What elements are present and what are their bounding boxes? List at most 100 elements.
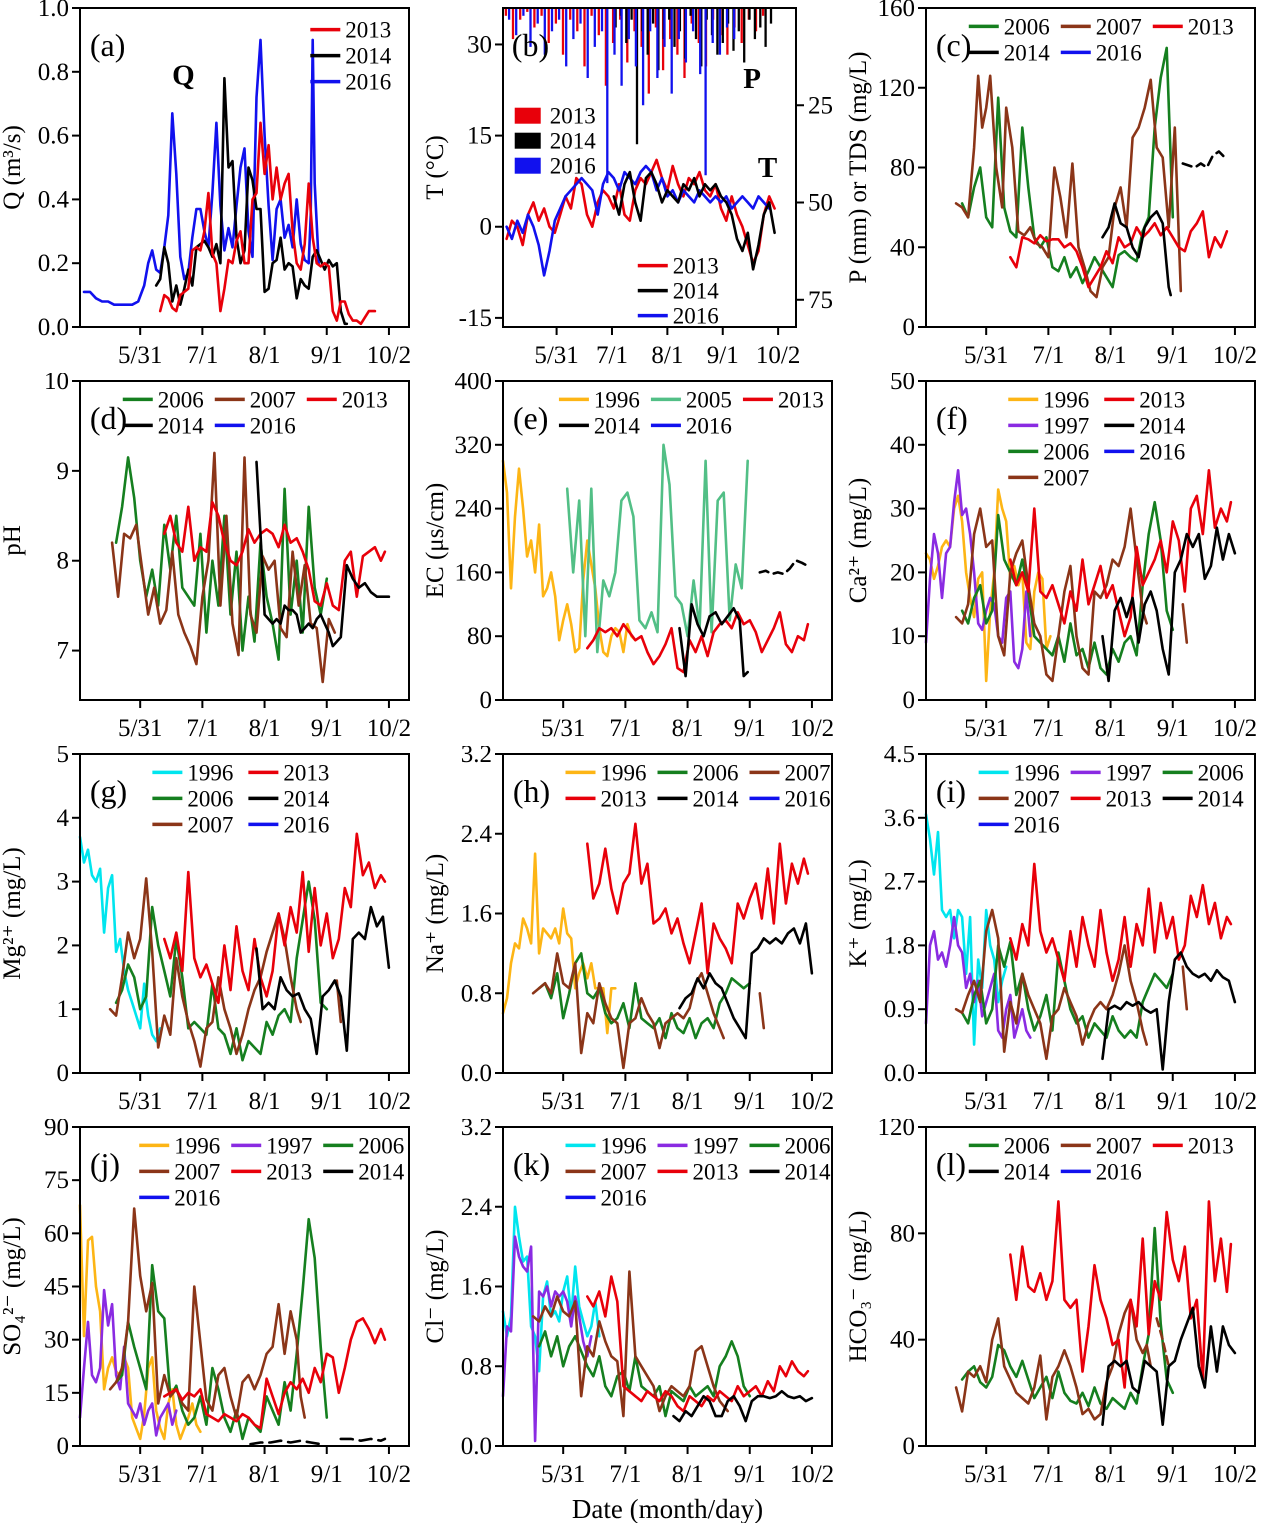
x-tick-label: 10/2 <box>367 715 411 742</box>
y-tick-label: 2.4 <box>461 1194 493 1221</box>
legend-label: 2016 <box>673 304 719 329</box>
legend-label: 1997 <box>1043 413 1089 438</box>
y-tick-label: 30 <box>890 496 915 523</box>
y-tick-label: 30 <box>467 31 492 58</box>
annotation-Q: Q <box>172 60 195 92</box>
legend-label: 2006 <box>158 387 204 412</box>
legend-label: 2007 <box>1043 465 1089 490</box>
legend-label: 2016 <box>1139 439 1185 464</box>
x-tick-label: 10/2 <box>1213 1461 1257 1488</box>
legend-label: 2007 <box>250 387 296 412</box>
x-tick-label: 9/1 <box>311 1088 343 1115</box>
legend-label: 2014 <box>345 44 392 69</box>
y-tick-label: 0 <box>57 1433 70 1460</box>
series-2016 <box>82 38 320 306</box>
series-1996 <box>924 813 1008 1046</box>
legend-label: 2016 <box>174 1185 220 1210</box>
annotation-T: T <box>758 152 777 184</box>
series-2014 <box>255 460 391 648</box>
x-tick-label: 9/1 <box>734 715 766 742</box>
legend-label: 2006 <box>1004 1133 1050 1158</box>
plot-frame <box>79 7 410 328</box>
annotation-P: P <box>743 63 761 95</box>
legend-label: 2016 <box>1096 40 1142 65</box>
series-2007 <box>954 74 1183 299</box>
x-tick-label: 10/2 <box>1213 715 1257 742</box>
y-tick-label: 160 <box>455 559 493 586</box>
legend-swatch-2014 <box>514 132 541 149</box>
legend-label: 2014 <box>673 279 720 304</box>
legend-label: 2006 <box>1043 439 1089 464</box>
series-1996 <box>78 835 162 1043</box>
legend-label: 2013 <box>601 786 647 811</box>
x-tick-label: 8/1 <box>672 1461 704 1488</box>
y-tick-label: 0.9 <box>884 996 915 1023</box>
legend-label: 2016 <box>686 413 732 438</box>
y-tick-label: 80 <box>890 155 915 182</box>
y-axis-label: HCO₃⁻ (mg/L) <box>846 1211 872 1363</box>
plot-frame <box>502 1126 833 1447</box>
y-tick-label: 0.8 <box>461 1353 492 1380</box>
x-tick-label: 8/1 <box>1095 1088 1127 1115</box>
series-2007 <box>108 877 302 1068</box>
y-tick-label: 1 <box>57 996 70 1023</box>
panel-letter: (i) <box>936 773 966 809</box>
y-axis-label: Na⁺ (mg/L) <box>423 854 449 973</box>
y-tick-label: 4 <box>57 805 70 832</box>
y-tick-label: 0.0 <box>38 314 69 341</box>
x-tick-label: 7/1 <box>1032 342 1064 369</box>
y-tick-label: 0 <box>903 314 916 341</box>
series-2007 <box>954 1298 1152 1421</box>
panel-k-chart: 5/31 7/1 8/1 9/1 10/2 0.0 0.8 1.6 2.4 3.2 Cl⁻ (mg/… <box>423 1119 834 1523</box>
x-tick-label: 8/1 <box>672 715 704 742</box>
legend-swatch-2016 <box>514 157 541 174</box>
x-tick-label: 9/1 <box>1157 1461 1189 1488</box>
x-tick-label: 5/31 <box>118 1461 162 1488</box>
plot-frame <box>79 753 410 1074</box>
x-tick-label: 7/1 <box>186 715 218 742</box>
y2-tick-label: 75 <box>808 287 833 314</box>
y-tick-label: 45 <box>44 1274 69 1301</box>
legend-swatch-2013 <box>514 107 541 124</box>
x-tick-label: 10/2 <box>790 1088 834 1115</box>
legend-label: 2016 <box>1014 812 1060 837</box>
legend-label: 2013 <box>1106 786 1152 811</box>
panel-letter: (d) <box>90 400 127 436</box>
y-tick-label: 120 <box>878 1119 916 1141</box>
legend-label: 2006 <box>358 1133 404 1158</box>
x-tick-label: 9/1 <box>734 1461 766 1488</box>
legend-label: 2013 <box>1188 14 1234 39</box>
legend-label: 2016 <box>283 812 329 837</box>
y-tick-label: 1.8 <box>884 932 915 959</box>
series-2014b <box>339 1437 387 1442</box>
legend-label: 2013 <box>1139 387 1185 412</box>
x-tick-label: 5/31 <box>534 342 578 369</box>
y-axis-label: Ca²⁺ (mg/L) <box>846 478 872 604</box>
legend-label: 2013 <box>693 1159 739 1184</box>
legend-label: 2014 <box>1198 786 1245 811</box>
x-tick-label: 5/31 <box>118 342 162 369</box>
x-tick-label: 7/1 <box>186 342 218 369</box>
y-tick-label: 75 <box>44 1167 69 1194</box>
legend-label: 2014 <box>693 786 740 811</box>
y-tick-label: 40 <box>890 1327 915 1354</box>
series-2013 <box>163 1317 387 1430</box>
panel-letter: (j) <box>90 1146 120 1182</box>
x-tick-label: 7/1 <box>609 715 641 742</box>
x-tick-label: 7/1 <box>609 1088 641 1115</box>
series-T-2016 <box>505 164 771 277</box>
legend-label: 2007 <box>1096 1133 1142 1158</box>
y-tick-label: 7 <box>57 638 70 665</box>
panel-f-chart: 5/31 7/1 8/1 9/1 10/2 0 10 20 30 40 50 Ca²⁺ (mg/L) (… <box>846 373 1257 742</box>
legend-label: 2014 <box>550 129 597 154</box>
panel-letter: (b) <box>512 27 549 63</box>
x-tick-label: 9/1 <box>311 715 343 742</box>
series-2014b <box>1181 150 1227 169</box>
legend-label: 2013 <box>673 254 719 279</box>
y-tick-label: 3 <box>57 869 70 896</box>
panel-j-chart: 5/31 7/1 8/1 9/1 10/2 0 15 30 45 60 75 90 SO₄²⁻ (mg/… <box>0 1119 411 1488</box>
legend-label: 1997 <box>693 1133 739 1158</box>
series-T-2014 <box>612 170 776 271</box>
y-tick-label: 0 <box>903 1433 916 1460</box>
